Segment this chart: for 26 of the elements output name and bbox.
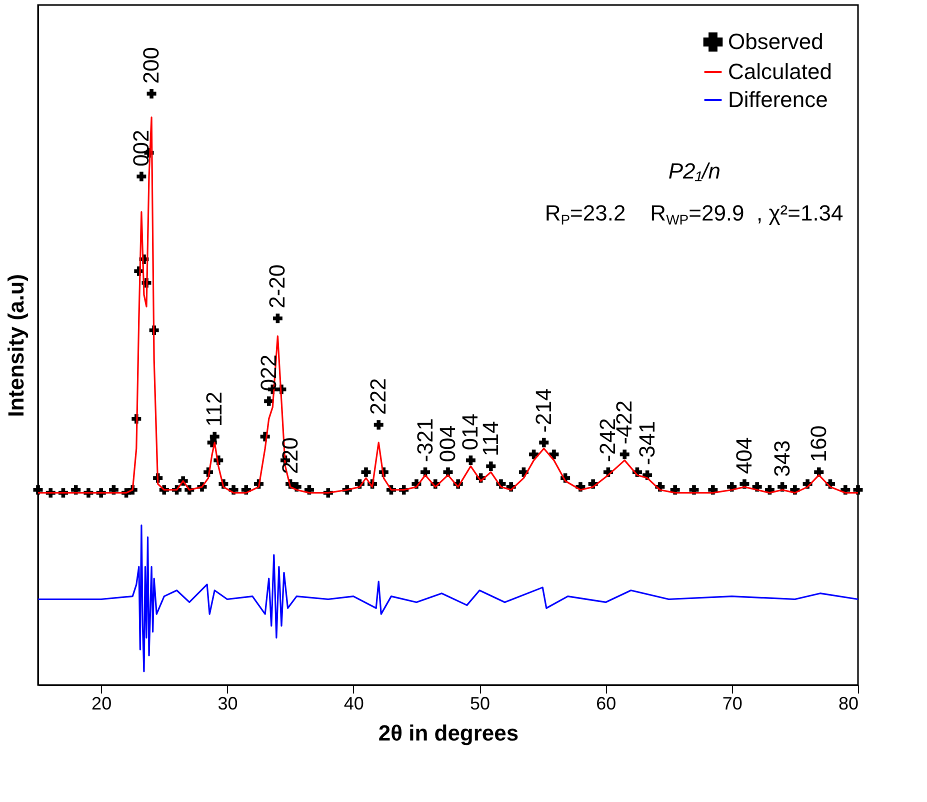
x-tick-label: 20 xyxy=(92,694,112,714)
annotation: -341 xyxy=(634,421,660,466)
x-tick-label: 40 xyxy=(344,694,364,714)
annotation: 222 xyxy=(366,378,391,415)
legend-label: Observed xyxy=(728,29,824,54)
annotation: 160 xyxy=(806,425,831,462)
annotation: 404 xyxy=(731,437,756,474)
annotation: 002 xyxy=(128,130,154,166)
x-tick-label: 30 xyxy=(218,694,238,714)
annotation: P2₁/n xyxy=(668,158,721,184)
y-axis-title: Intensity (a.u) xyxy=(4,274,28,418)
x-tick-label: 60 xyxy=(596,694,616,714)
annotation: 112 xyxy=(202,392,227,427)
legend-label: Difference xyxy=(728,87,828,112)
annotation: 343 xyxy=(769,440,794,477)
x-tick-label: 70 xyxy=(722,694,742,714)
annotation: -214 xyxy=(530,388,556,433)
x-tick-label: 50 xyxy=(470,694,490,714)
annotation: -321 xyxy=(412,418,438,462)
x-axis-title: 2θ in degrees xyxy=(378,720,519,746)
annotation: 004 xyxy=(435,425,460,462)
annotation: 220 xyxy=(277,437,302,474)
annotation: 200 xyxy=(138,46,164,84)
annotation: 2-20 xyxy=(264,264,290,308)
legend-label: Calculated xyxy=(728,59,832,84)
x-tick-label: 80 xyxy=(838,694,858,714)
